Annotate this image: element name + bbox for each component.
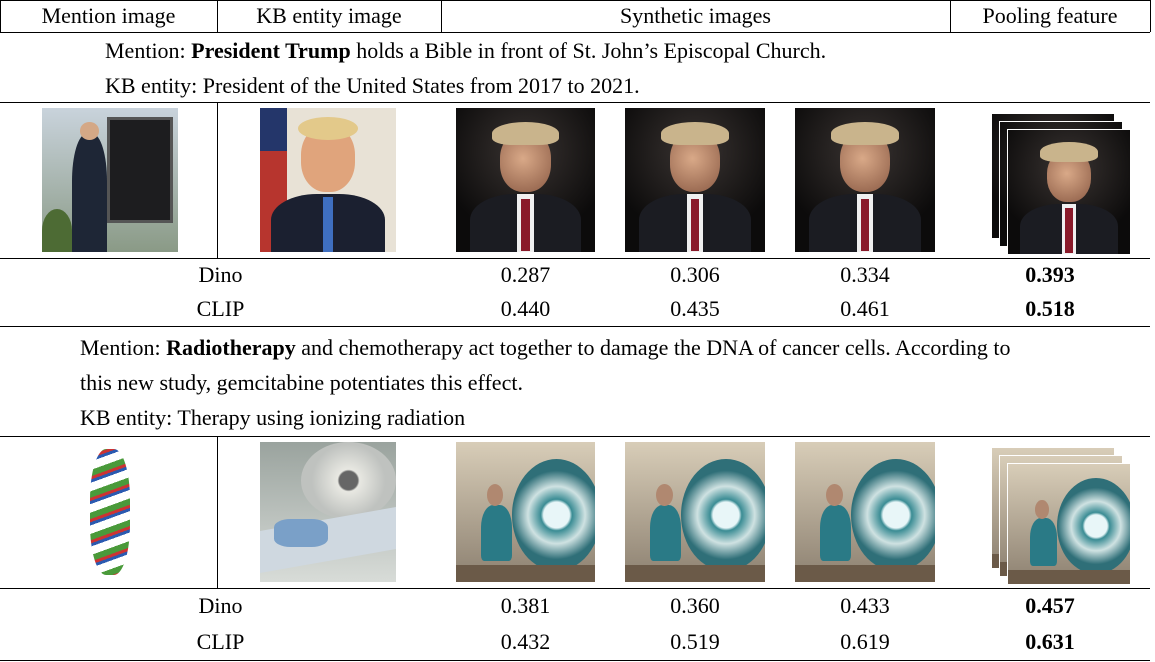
score: 0.334 <box>780 258 950 292</box>
image-detail <box>691 199 699 251</box>
image-detail <box>298 117 358 140</box>
synthetic-image <box>1008 130 1130 254</box>
model-name: Dino <box>0 258 441 292</box>
mention-label: Mention: <box>105 38 186 63</box>
kb-entity: KB entity: Therapy using ionizing radiat… <box>80 400 1030 435</box>
mention-image <box>60 442 160 582</box>
mention: Mention: Radiotherapy and chemotherapy a… <box>80 335 1010 395</box>
mention: Mention: President Trump holds a Bible i… <box>105 38 826 63</box>
column-header: Synthetic images <box>441 0 950 32</box>
image-detail <box>1057 478 1130 574</box>
score: 0.519 <box>610 623 780 660</box>
kb-text: Therapy using ionizing radiation <box>177 405 465 430</box>
image-detail <box>72 134 107 252</box>
best-score: 0.393 <box>950 258 1150 292</box>
image-detail <box>625 565 765 582</box>
synthetic-image <box>625 108 765 252</box>
image-detail <box>1030 518 1057 566</box>
image-detail <box>492 122 559 145</box>
image-detail <box>42 209 72 252</box>
score: 0.435 <box>610 292 780 326</box>
kb-entity: KB entity: President of the United State… <box>105 68 1125 103</box>
image-detail <box>851 459 935 571</box>
column-header: KB entity image <box>217 0 441 32</box>
score: 0.433 <box>780 588 950 623</box>
model-name: Dino <box>0 588 441 623</box>
image-detail <box>481 505 512 561</box>
image-detail <box>521 199 529 251</box>
rule <box>0 436 1150 437</box>
kb-label: KB entity: <box>80 405 172 430</box>
score: 0.381 <box>441 588 610 623</box>
image-detail <box>487 484 504 506</box>
image-detail <box>1008 570 1130 584</box>
kb-entity-image <box>260 442 396 582</box>
image-detail <box>681 459 765 571</box>
image-detail <box>795 565 935 582</box>
rule <box>217 102 218 258</box>
image-detail <box>80 122 99 139</box>
image-detail <box>1040 142 1099 162</box>
score: 0.432 <box>441 623 610 660</box>
synthetic-image <box>795 442 935 582</box>
column-header: Pooling feature <box>950 0 1150 32</box>
image-detail <box>301 442 396 519</box>
image-detail <box>260 108 287 151</box>
rule <box>217 436 218 588</box>
mention-entity: Radiotherapy <box>166 335 296 360</box>
kb-entity-image <box>260 108 396 252</box>
score: 0.619 <box>780 623 950 660</box>
synthetic-image <box>456 442 595 582</box>
model-name: CLIP <box>0 623 441 660</box>
mention-image <box>42 108 178 252</box>
caption: Mention: Radiotherapy and chemotherapy a… <box>80 330 1030 435</box>
synthetic-image <box>795 108 935 252</box>
image-detail <box>1065 208 1072 253</box>
synthetic-image <box>1008 464 1130 584</box>
image-detail <box>323 197 334 252</box>
best-score: 0.631 <box>950 623 1150 660</box>
table-figure: Mention imageKB entity imageSynthetic im… <box>0 0 1155 662</box>
rule <box>0 326 1150 327</box>
image-detail <box>831 122 898 145</box>
rule <box>0 660 1150 661</box>
best-score: 0.457 <box>950 588 1150 623</box>
image-detail <box>861 199 869 251</box>
image-detail <box>826 484 843 506</box>
caption: Mention: President Trump holds a Bible i… <box>105 33 1125 103</box>
column-header: Mention image <box>0 0 217 32</box>
image-detail <box>661 122 728 145</box>
rule <box>1150 0 1151 32</box>
synthetic-image <box>456 108 595 252</box>
kb-label: KB entity: <box>105 73 197 98</box>
score: 0.440 <box>441 292 610 326</box>
score: 0.306 <box>610 258 780 292</box>
score: 0.461 <box>780 292 950 326</box>
image-detail <box>456 565 595 582</box>
score: 0.287 <box>441 258 610 292</box>
kb-text: President of the United States from 2017… <box>203 73 640 98</box>
image-detail <box>90 449 130 575</box>
mention-label: Mention: <box>80 335 161 360</box>
model-name: CLIP <box>0 292 441 326</box>
rule <box>0 102 1150 103</box>
image-detail <box>512 459 595 571</box>
image-detail <box>274 519 328 547</box>
best-score: 0.518 <box>950 292 1150 326</box>
mention-entity: President Trump <box>191 38 351 63</box>
score: 0.360 <box>610 588 780 623</box>
synthetic-image <box>625 442 765 582</box>
image-detail <box>1035 500 1050 519</box>
image-detail <box>820 505 851 561</box>
image-detail <box>656 484 673 506</box>
mention-text: holds a Bible in front of St. John’s Epi… <box>356 38 826 63</box>
image-detail <box>650 505 681 561</box>
image-detail <box>107 117 173 224</box>
